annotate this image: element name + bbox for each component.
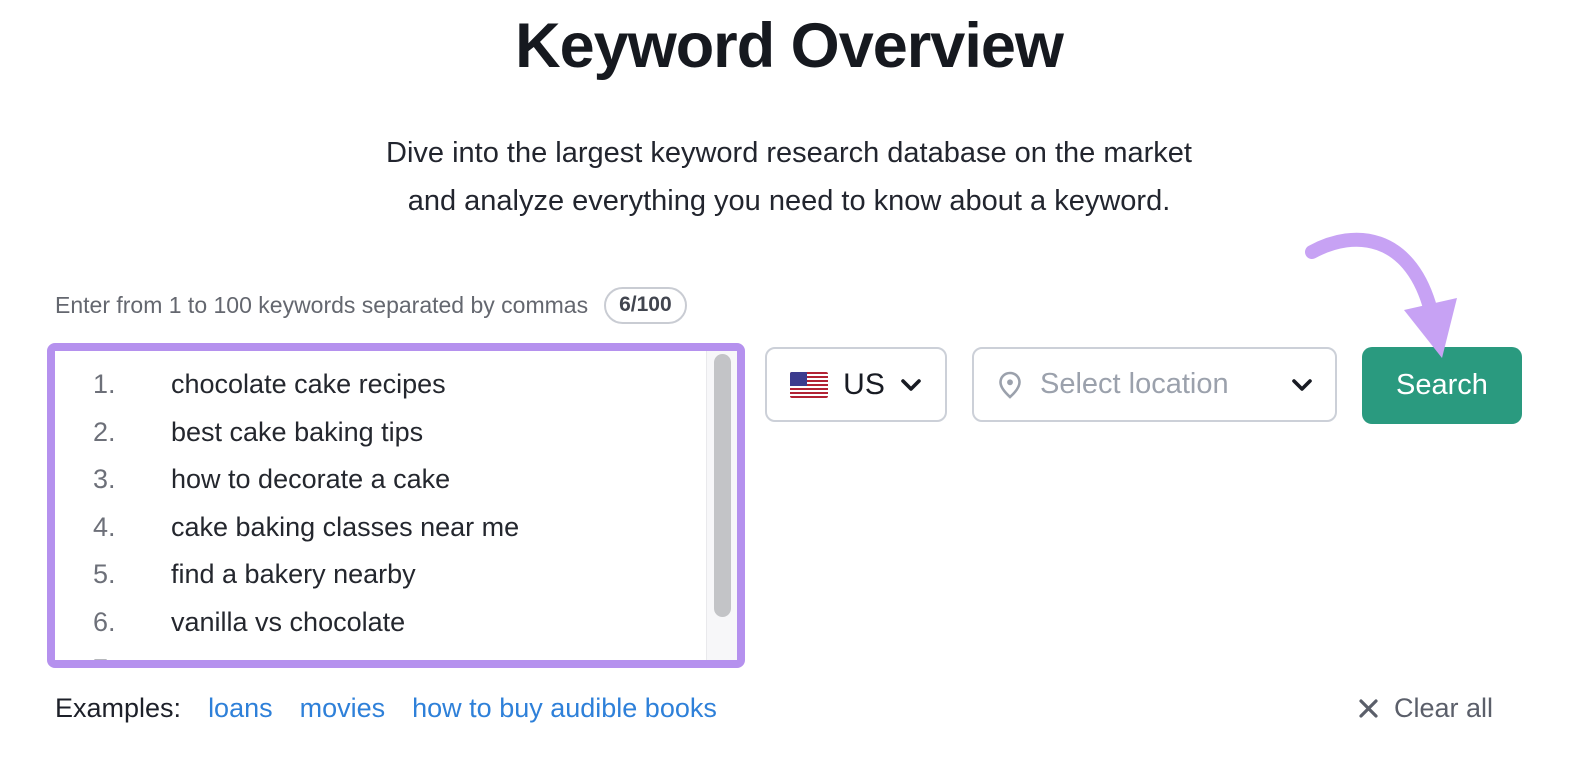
keyword-number: 7. [93,654,171,660]
page-subtitle: Dive into the largest keyword research d… [0,129,1578,225]
keyword-number: 2. [93,416,116,447]
example-link-audible-books[interactable]: how to buy audible books [412,693,717,723]
page-title: Keyword Overview [515,11,1064,81]
keywords-label: Enter from 1 to 100 keywords separated b… [55,292,589,318]
keyword-row: 2. best cake baking tips [93,409,705,457]
scrollbar-thumb[interactable] [714,354,731,617]
keyword-number: 1. [93,369,116,400]
search-button[interactable]: Search [1362,347,1522,424]
keyword-row: 6. vanilla vs chocolate [93,599,705,647]
keyword-number: 4. [93,511,116,542]
database-select-value: US [843,367,885,401]
chevron-down-icon [901,378,921,391]
example-link-loans[interactable]: loans [208,693,273,723]
keyword-text: chocolate cake recipes [171,369,446,400]
examples-label: Examples: [55,693,182,723]
close-icon [1359,699,1378,718]
chevron-down-icon [1292,378,1312,391]
keyword-number: 6. [93,606,116,637]
location-pin-icon [999,371,1021,399]
keyword-row: 5. find a bakery nearby [93,551,705,599]
page-subtitle-line1: Dive into the largest keyword research d… [386,137,1192,169]
keyword-row: 7. [93,646,705,660]
textarea-scrollbar[interactable] [706,351,737,660]
keyword-text: cake baking classes near me [171,511,520,542]
location-select-placeholder: Select location [1040,368,1229,400]
examples-row: Examples: loans movies how to buy audibl… [55,693,717,724]
keywords-textarea[interactable]: 1. chocolate cake recipes 2. best cake b… [47,343,745,668]
keyword-text: best cake baking tips [171,416,424,447]
example-link-movies[interactable]: movies [299,693,386,723]
us-flag-icon [790,371,829,398]
page-subtitle-line2: and analyze everything you need to know … [407,185,1171,217]
keyword-row: 1. chocolate cake recipes [93,361,705,409]
keyword-row: 3. how to decorate a cake [93,456,705,504]
keywords-list: 1. chocolate cake recipes 2. best cake b… [55,351,705,660]
keyword-text: how to decorate a cake [171,464,451,495]
keywords-counter-badge: 6/100 [604,287,687,324]
keywords-label-row: Enter from 1 to 100 keywords separated b… [55,287,687,324]
location-select[interactable]: Select location [972,347,1337,422]
keyword-row: 4. cake baking classes near me [93,504,705,552]
keyword-number: 5. [93,559,116,590]
clear-all-label: Clear all [1393,693,1493,723]
database-select[interactable]: US [765,347,947,422]
keyword-number: 3. [93,464,116,495]
keyword-text: vanilla vs chocolate [171,606,406,637]
clear-all-button[interactable]: Clear all [1358,693,1493,724]
keyword-text: find a bakery nearby [171,559,416,590]
